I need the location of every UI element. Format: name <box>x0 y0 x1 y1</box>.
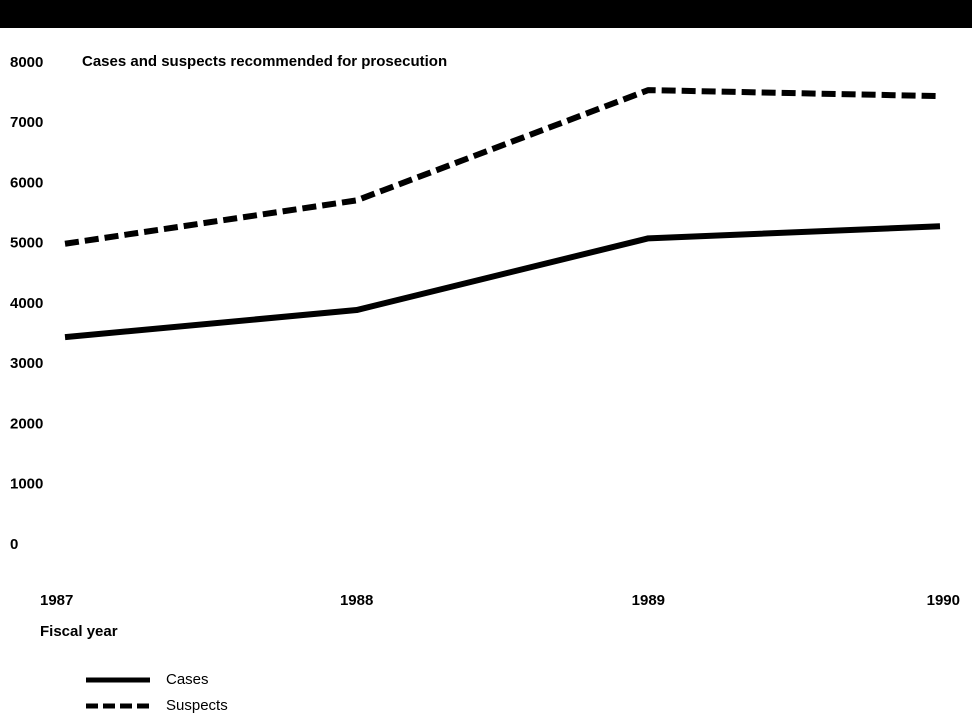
y-tick-label: 3000 <box>10 355 43 372</box>
legend-label: Suspects <box>166 697 228 714</box>
x-axis-label: Fiscal year <box>40 623 118 640</box>
y-tick-label: 7000 <box>10 114 43 131</box>
series-line <box>64 223 941 341</box>
x-tick-label: 1989 <box>632 592 665 609</box>
y-tick-label: 0 <box>10 536 18 553</box>
y-tick-label: 5000 <box>10 235 43 252</box>
chart-title: Cases and suspects recommended for prose… <box>82 53 447 70</box>
legend-label: Cases <box>166 671 209 688</box>
x-tick-label: 1988 <box>340 592 373 609</box>
series-line <box>64 87 941 247</box>
y-tick-label: 8000 <box>10 54 43 71</box>
header-bar <box>0 0 972 28</box>
x-tick-label: 1987 <box>40 592 73 609</box>
x-tick-label: 1990 <box>927 592 960 609</box>
y-tick-label: 2000 <box>10 415 43 432</box>
y-tick-label: 1000 <box>10 476 43 493</box>
y-tick-label: 4000 <box>10 295 43 312</box>
y-tick-label: 6000 <box>10 174 43 191</box>
